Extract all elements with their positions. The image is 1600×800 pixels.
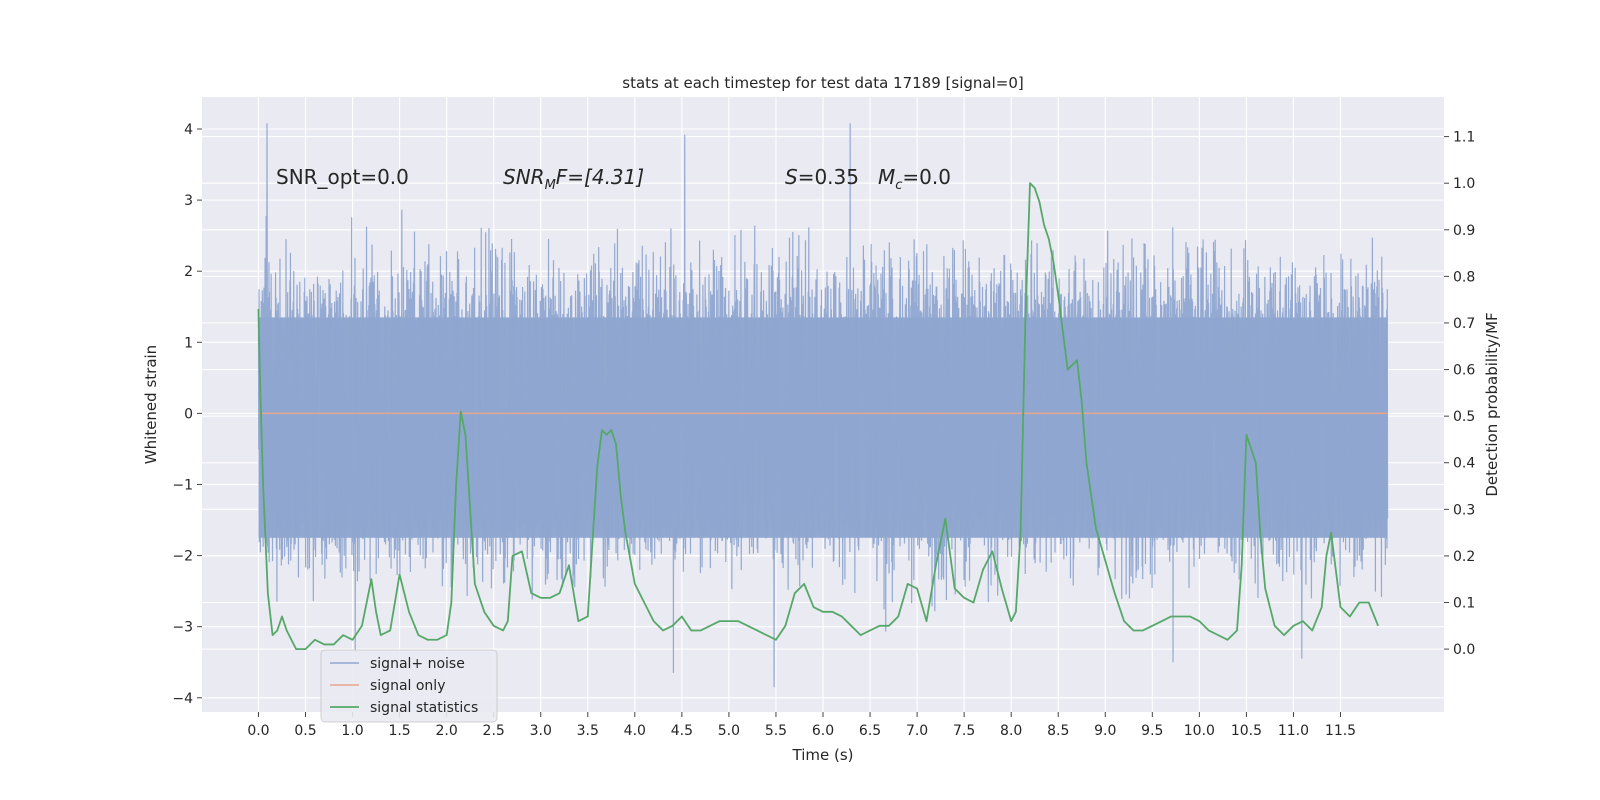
y-tick-label: 0 (184, 406, 193, 422)
x-tick-label: 5.0 (718, 723, 740, 739)
annotation-s-label: S (785, 165, 798, 189)
x-tick-label: 6.5 (859, 723, 881, 739)
x-tick-label: 7.5 (953, 723, 975, 739)
x-tick-label: 11.5 (1325, 723, 1356, 739)
x-tick-label: 5.5 (765, 723, 787, 739)
annotation-mc-sub: c (895, 178, 902, 193)
legend-box (320, 649, 498, 723)
series-signal-noise (257, 123, 1389, 688)
x-tick-label: 3.0 (530, 723, 552, 739)
y2-tick-label: 0.3 (1453, 502, 1475, 518)
y2-tick-label: 0.1 (1453, 596, 1475, 612)
x-tick-label: 4.5 (671, 723, 693, 739)
y2-tick-label: 0.7 (1453, 316, 1475, 332)
y-tick-label: −4 (172, 691, 193, 707)
statistics-line (257, 182, 1379, 650)
y-axis-label: Whitened strain (142, 345, 160, 464)
y2-tick-label: 0.9 (1453, 223, 1475, 239)
y-tick-label: 3 (184, 193, 193, 209)
annotation-snr-mf: SNRMF=[4.31] (503, 165, 644, 193)
legend: signal+ noise signal only signal statist… (320, 649, 498, 723)
y2-axis-label: Detection probability/MF (1483, 312, 1501, 496)
x-tick-label: 4.0 (624, 723, 646, 739)
annotation-snr-opt: SNR_opt=0.0 (276, 165, 409, 189)
y-tick-label: 4 (184, 122, 193, 138)
annotation-mc: Mc=0.0 (878, 165, 951, 193)
x-tick-label: 7.0 (906, 723, 928, 739)
x-tick-label: 8.5 (1047, 723, 1069, 739)
noise-line (257, 123, 1389, 688)
x-tick-label: 11.0 (1278, 723, 1309, 739)
legend-label-signal-only: signal only (370, 678, 445, 694)
x-tick-label: 2.0 (436, 723, 458, 739)
x-tick-label: 8.0 (1000, 723, 1022, 739)
x-tick-label: 6.0 (812, 723, 834, 739)
legend-label-signal-noise: signal+ noise (370, 656, 465, 672)
legend-label-signal-statistics: signal statistics (370, 700, 478, 716)
x-tick-label: 2.5 (483, 723, 505, 739)
y2-tick-label: 1.1 (1453, 130, 1475, 146)
x-tick-label: 9.5 (1141, 723, 1163, 739)
ticks: 0.0 0.5 1.0 1.5 2.0 2.5 3.0 3.5 4.0 4.5 5.0 5.5 6.0 6… (172, 122, 1475, 739)
annotation-snr-mf-rest: F=[4.31] (556, 165, 644, 189)
annotation-s: S=0.35 (785, 165, 859, 189)
y2-tick-label: 0.4 (1453, 456, 1475, 472)
y-tick-label: −3 (172, 620, 193, 636)
x-tick-label: 1.5 (388, 723, 410, 739)
y2-tick-label: 0.2 (1453, 549, 1475, 565)
y2-tick-label: 0.5 (1453, 409, 1475, 425)
x-tick-label: 9.0 (1094, 723, 1116, 739)
x-tick-label: 10.0 (1184, 723, 1215, 739)
x-tick-label: 0.5 (294, 723, 316, 739)
annotation-snr-mf-sub: M (545, 178, 556, 193)
annotation-mc-value: =0.0 (902, 165, 951, 189)
x-tick-label: 3.5 (577, 723, 599, 739)
y-tick-label: −2 (172, 549, 193, 565)
x-tick-label: 0.0 (247, 723, 269, 739)
y2-tick-label: 0.8 (1453, 269, 1475, 285)
x-tick-label: 10.5 (1231, 723, 1262, 739)
y-tick-label: 1 (184, 335, 193, 351)
y2-tick-label: 0.0 (1453, 642, 1475, 658)
annotation-snr-mf-main: SNR (503, 165, 545, 189)
y-tick-label: −1 (172, 477, 193, 493)
series-signal-statistics (257, 182, 1379, 650)
chart-title: stats at each timestep for test data 171… (622, 74, 1023, 92)
y2-tick-label: 1.0 (1453, 176, 1475, 192)
y-tick-label: 2 (184, 264, 193, 280)
annotation-mc-main: M (878, 165, 895, 189)
annotation-s-value: =0.35 (798, 165, 859, 189)
x-axis-label: Time (s) (792, 746, 854, 764)
x-tick-label: 1.0 (341, 723, 363, 739)
y2-tick-label: 0.6 (1453, 363, 1475, 379)
